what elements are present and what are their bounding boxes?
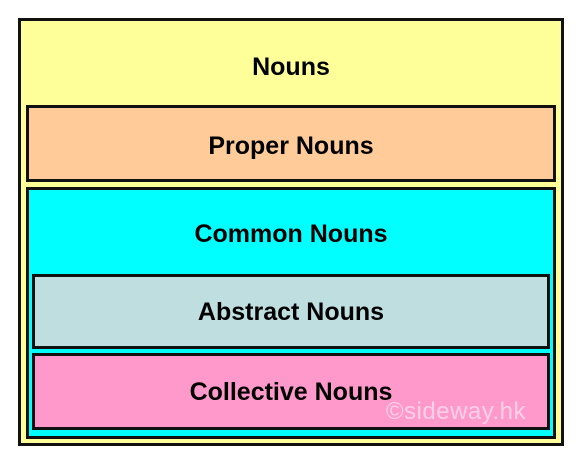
collective-nouns-label: Collective Nouns	[189, 378, 393, 406]
abstract-nouns-label: Abstract Nouns	[197, 298, 385, 326]
proper-nouns-box: Proper Nouns	[26, 105, 556, 182]
collective-nouns-box: Collective Nouns	[32, 353, 550, 430]
common-nouns-label: Common Nouns	[194, 220, 388, 248]
watermark-text: ©sideway.hk	[385, 398, 526, 425]
proper-nouns-label: Proper Nouns	[208, 132, 374, 160]
abstract-nouns-box: Abstract Nouns	[32, 274, 550, 349]
nouns-label: Nouns	[252, 53, 330, 81]
